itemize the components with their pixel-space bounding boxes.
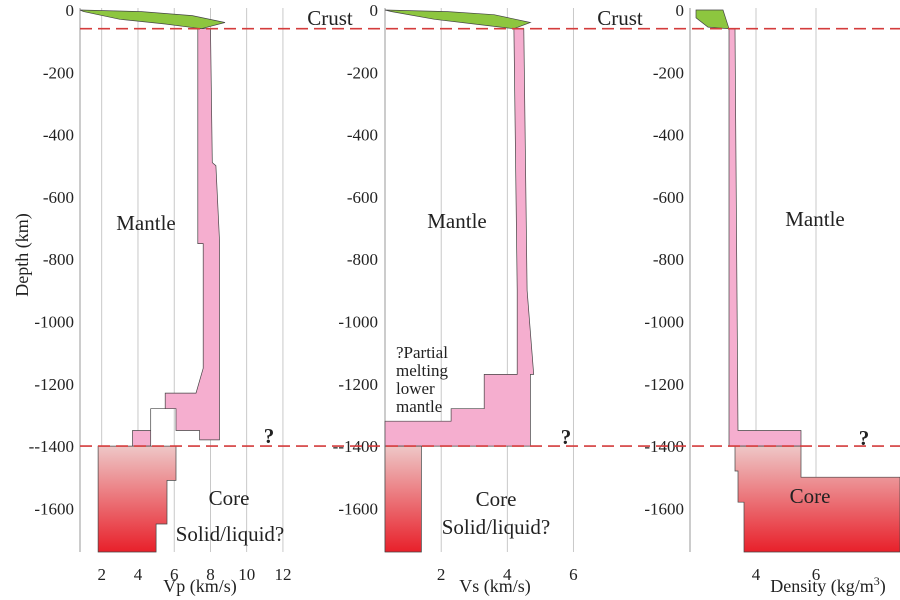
y-tick-label: -800 <box>43 250 74 269</box>
y-tick-label: 0 <box>676 1 685 20</box>
core-area <box>384 445 422 553</box>
y-axis-title: Depth (km) <box>12 213 33 296</box>
y-tick-label: -400 <box>347 126 378 145</box>
boundary-question-mark: ? <box>561 425 572 449</box>
y-tick-label: -1200 <box>644 375 684 394</box>
y-tick-label: -800 <box>653 250 684 269</box>
core-label: Core <box>790 484 831 508</box>
y-tick-label: -600 <box>43 188 74 207</box>
x-tick-label: 10 <box>238 565 255 584</box>
crust-area <box>384 9 532 30</box>
y-tick-label: -1600 <box>644 499 684 518</box>
partial-melting-note: ?Partial <box>396 343 448 362</box>
x-tick-label: 4 <box>752 565 761 584</box>
mantle-label: Mantle <box>785 207 844 231</box>
y-tick-label: -200 <box>653 63 684 82</box>
y-tick-label: -1600 <box>34 499 74 518</box>
x-tick-label: 6 <box>569 565 578 584</box>
core-label: Core <box>209 486 250 510</box>
crust-label: Crust <box>307 6 353 30</box>
boundary-question-mark: ? <box>859 426 870 450</box>
y-tick-label: -1000 <box>644 312 684 331</box>
x-tick-label: 8 <box>206 565 215 584</box>
x-tick-label: 6 <box>812 565 821 584</box>
y-tick-label: -1200 <box>338 375 378 394</box>
core-note: Solid/liquid? <box>176 522 285 546</box>
core-label: Core <box>476 487 517 511</box>
x-tick-label: 2 <box>97 565 106 584</box>
y-tick-label: -200 <box>43 63 74 82</box>
partial-melting-note: mantle <box>396 397 442 416</box>
x-axis-title: Vs (km/s) <box>459 576 531 597</box>
mantle-area <box>384 28 535 447</box>
y-tick-label: -1000 <box>34 312 74 331</box>
core-area <box>734 445 900 553</box>
mantle-area <box>728 28 802 447</box>
y-tick-label: -600 <box>653 188 684 207</box>
y-tick-label: --1400 <box>29 437 74 456</box>
x-tick-label: 2 <box>437 565 446 584</box>
mantle-label: Mantle <box>116 211 175 235</box>
core-area <box>97 445 177 553</box>
x-tick-label: 12 <box>274 565 291 584</box>
x-axis-title: Vp (km/s) <box>163 576 237 597</box>
panel-1: 0 -200 -400 -600 -800 -1000 -1200 --1400 -1600 2 4… <box>29 1 292 597</box>
crust-label: Crust <box>597 6 643 30</box>
partial-melting-note: melting <box>396 361 448 380</box>
y-tick-label: 0 <box>66 1 75 20</box>
y-tick-label: -200 <box>347 63 378 82</box>
y-tick-label: -400 <box>43 126 74 145</box>
boundary-question-mark: ? <box>264 424 275 448</box>
y-tick-label: -600 <box>347 188 378 207</box>
x-axis-title: Density (kg/m3) <box>770 574 886 597</box>
x-tick-label: 4 <box>134 565 143 584</box>
crust-area <box>695 9 730 30</box>
x-tick-label: 6 <box>170 565 179 584</box>
y-tick-label: -800 <box>347 250 378 269</box>
y-tick-label: -1200 <box>34 375 74 394</box>
core-note: Solid/liquid? <box>442 515 551 539</box>
y-tick-label: 0 <box>370 1 379 20</box>
x-tick-label: 4 <box>503 565 512 584</box>
y-tick-label: -1600 <box>338 499 378 518</box>
partial-melting-note: lower <box>396 379 435 398</box>
mantle-label: Mantle <box>427 209 486 233</box>
y-tick-label: -1000 <box>338 312 378 331</box>
y-tick-label: -400 <box>653 126 684 145</box>
mantle-area <box>132 28 220 447</box>
